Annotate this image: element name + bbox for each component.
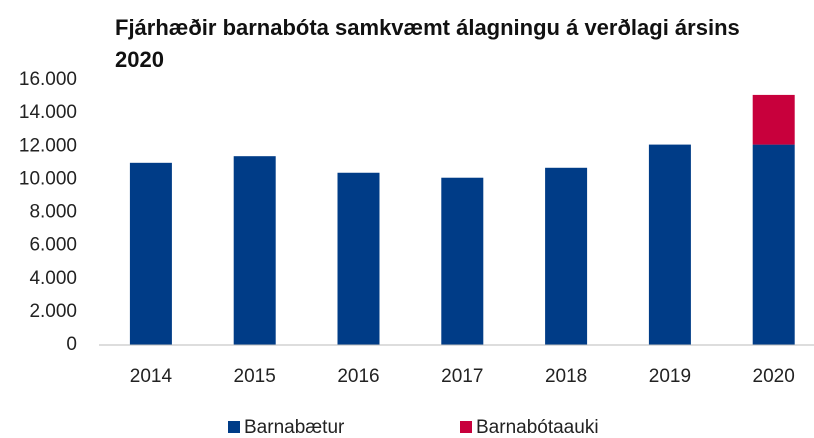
y-tick-label: 0 (66, 334, 77, 355)
chart-title: Fjárhæðir barnabóta samkvæmt álagningu á… (115, 15, 740, 72)
bar (648, 144, 691, 345)
x-tick-label: 2020 (753, 366, 795, 387)
x-tick-label: 2016 (337, 366, 379, 387)
x-tick-label: 2014 (130, 366, 173, 387)
x-tick-label: 2017 (441, 366, 483, 387)
bar (752, 94, 795, 145)
y-tick-label: 10.000 (19, 168, 77, 189)
bar (752, 144, 795, 345)
bar (545, 167, 588, 345)
bar (337, 172, 380, 345)
x-tick-label: 2018 (545, 366, 587, 387)
y-tick-label: 2.000 (29, 301, 77, 322)
y-tick-label: 6.000 (29, 235, 77, 256)
x-tick-label: 2019 (649, 366, 691, 387)
y-tick-label: 16.000 (19, 69, 77, 90)
legend-label: Barnabætur (244, 417, 345, 438)
x-tick-label: 2015 (234, 366, 276, 387)
legend-label: Barnabótaauki (476, 417, 599, 438)
bar (441, 177, 484, 345)
legend-swatch (228, 421, 240, 433)
y-tick-label: 14.000 (19, 102, 77, 123)
y-tick-label: 12.000 (19, 135, 77, 156)
bar (233, 156, 276, 345)
y-tick-label: 8.000 (29, 202, 77, 223)
legend-swatch (460, 421, 472, 433)
bar (129, 162, 172, 345)
y-tick-label: 4.000 (29, 268, 77, 289)
